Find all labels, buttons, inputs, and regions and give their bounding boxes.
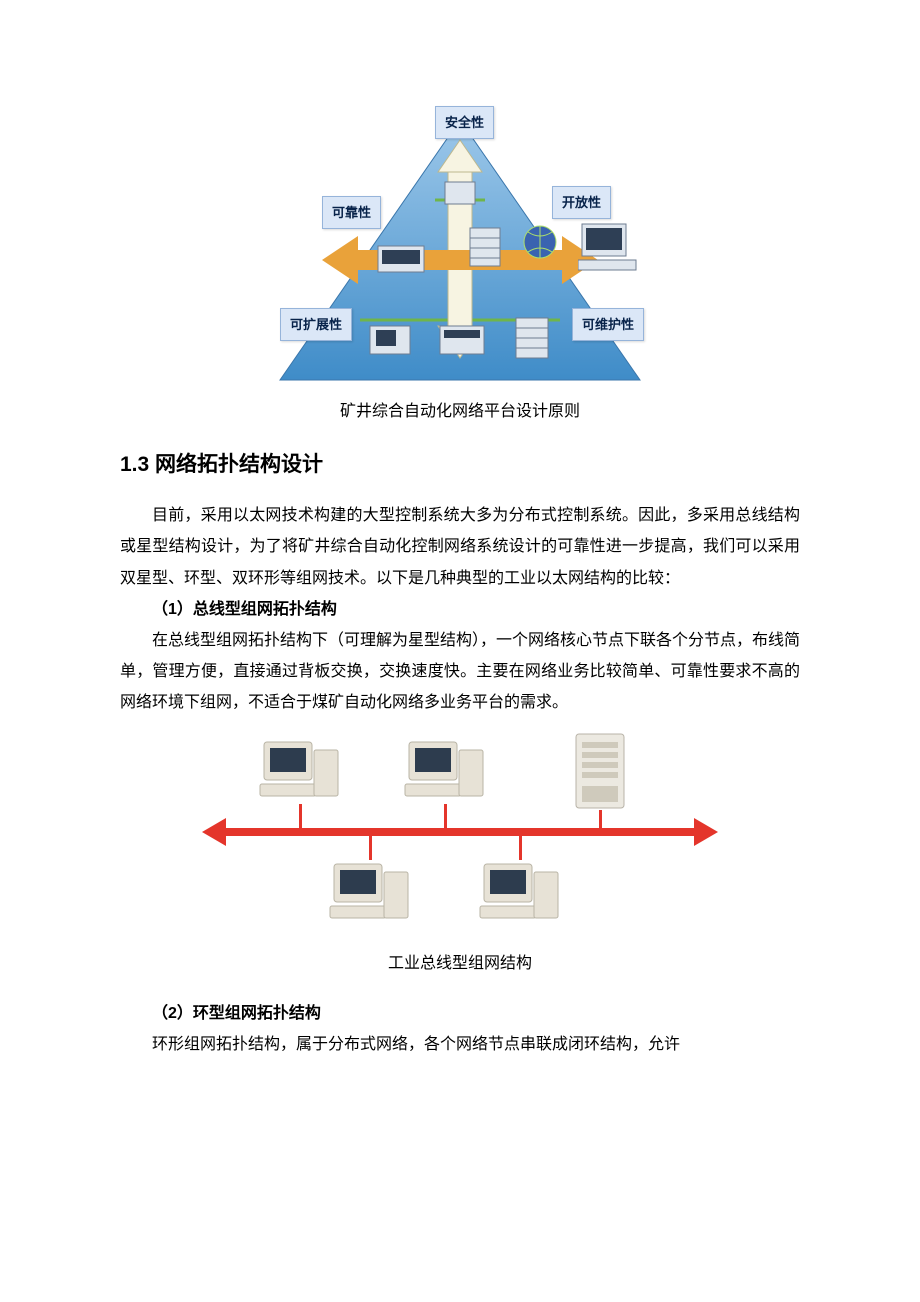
pyramid-diagram: 安全性 可靠性 开放性 可扩展性 可维护性	[270, 90, 650, 390]
pc-icon	[403, 736, 487, 808]
figure-1-caption: 矿井综合自动化网络平台设计原则	[120, 396, 800, 427]
bus-drop	[519, 834, 522, 860]
pyramid-label-right: 开放性	[552, 186, 611, 219]
pyramid-label-bleft: 可扩展性	[280, 308, 352, 341]
figure-1: 安全性 可靠性 开放性 可扩展性 可维护性 矿井综合自动化网络平台设计原则	[120, 90, 800, 427]
pc-icon	[258, 736, 342, 808]
pyramid-label-bright: 可维护性	[572, 308, 644, 341]
para-item2-body: 环形组网拓扑结构，属于分布式网络，各个网络节点串联成闭环结构，允许	[120, 1029, 800, 1060]
bus-drop	[599, 810, 602, 830]
para-intro: 目前，采用以太网技术构建的大型控制系统大多为分布式控制系统。因此，多采用总线结构…	[120, 500, 800, 594]
bus-drop	[369, 834, 372, 860]
bus-arrow-right-icon	[694, 818, 718, 846]
section-heading-1-3: 1.3 网络拓扑结构设计	[120, 445, 800, 486]
pyramid-label-left: 可靠性	[322, 196, 381, 229]
pc-icon	[478, 858, 562, 930]
pyramid-label-top: 安全性	[435, 106, 494, 139]
para-item2-title: （2）环型组网拓扑结构	[120, 998, 800, 1029]
bus-topology-diagram	[220, 732, 700, 942]
para-item1-title: （1）总线型组网拓扑结构	[120, 594, 800, 625]
pc-icon	[328, 858, 412, 930]
monitor-icon	[578, 220, 638, 274]
figure-2: 工业总线型组网结构	[120, 732, 800, 979]
bus-backbone	[220, 828, 700, 836]
para-item1-body: 在总线型组网拓扑结构下（可理解为星型结构），一个网络核心节点下联各个分节点，布线…	[120, 625, 800, 719]
server-icon	[572, 732, 628, 812]
document-page: 安全性 可靠性 开放性 可扩展性 可维护性 矿井综合自动化网络平台设计原则 1.…	[0, 0, 920, 1100]
figure-2-caption: 工业总线型组网结构	[120, 948, 800, 979]
